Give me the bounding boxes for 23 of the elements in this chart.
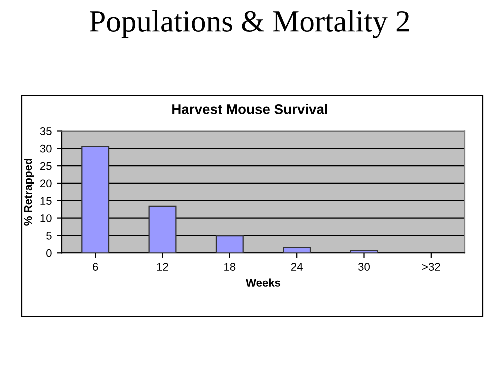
y-axis-title: % Retrapped — [24, 158, 34, 226]
x-tick-label: >32 — [422, 263, 440, 272]
x-tick-label: 30 — [358, 263, 370, 272]
bar — [216, 236, 244, 254]
x-tick-label: 24 — [291, 263, 303, 271]
chart-subtitle: Harvest Mouse Survival — [172, 104, 328, 114]
x-axis-title: Weeks — [246, 278, 281, 287]
x-tick-label: 18 — [224, 263, 236, 272]
y-tick-label: 25 — [40, 162, 52, 170]
bar — [148, 206, 177, 254]
bar — [283, 247, 312, 254]
bar — [82, 146, 110, 254]
y-tick-label: 10 — [40, 214, 52, 222]
y-tick-label: 15 — [40, 197, 52, 206]
bar — [350, 250, 378, 254]
y-tick-label: 0 — [46, 249, 52, 258]
x-tick-label: 12 — [157, 263, 168, 271]
x-tick-label: 6 — [93, 263, 98, 272]
y-tick-label: 5 — [46, 232, 52, 240]
y-tick-label: 35 — [40, 128, 52, 136]
chart-title: Populations & Mortality 2 — [90, 10, 410, 38]
y-tick-label: 20 — [40, 180, 52, 188]
y-tick-label: 30 — [40, 144, 52, 153]
